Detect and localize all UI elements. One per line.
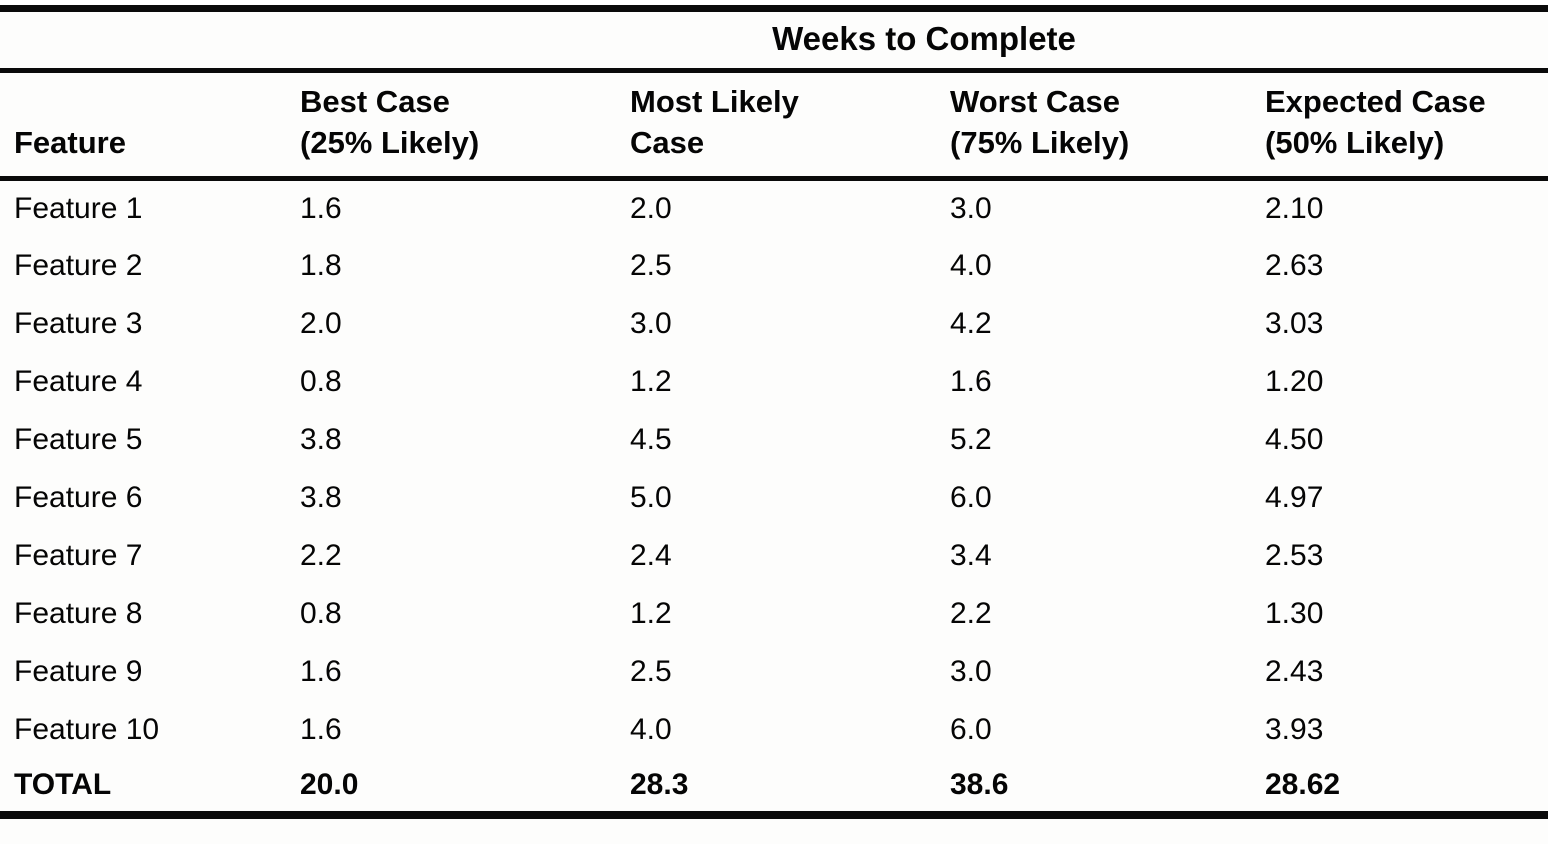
- cell-best-case: 3.8: [300, 422, 342, 456]
- table-row: Feature 3 2.0 3.0 4.2 3.03: [0, 295, 1548, 353]
- span-header-spacer: [0, 8, 300, 73]
- cell-best-case: 1.6: [300, 654, 342, 688]
- cell-best-case: 0.8: [300, 364, 342, 398]
- cell-feature: Feature 1: [14, 191, 143, 225]
- cell-worst-case: 4.0: [950, 248, 992, 282]
- cell-worst-case: 2.2: [950, 596, 992, 630]
- cell-best-case: 2.2: [300, 538, 342, 572]
- table-row: Feature 7 2.2 2.4 3.4 2.53: [0, 527, 1548, 585]
- cell-most-likely: 5.0: [630, 480, 672, 514]
- cell-feature: TOTAL: [14, 767, 112, 801]
- cell-feature: Feature 8: [14, 596, 143, 630]
- cell-worst-case: 5.2: [950, 422, 992, 456]
- cell-worst-case: 6.0: [950, 480, 992, 514]
- cell-expected-case: 28.62: [1265, 767, 1341, 801]
- cell-worst-case: 6.0: [950, 712, 992, 746]
- cell-feature: Feature 9: [14, 654, 143, 688]
- cell-most-likely: 2.0: [630, 191, 672, 225]
- cell-feature: Feature 5: [14, 422, 143, 456]
- cell-best-case: 1.6: [300, 191, 342, 225]
- cell-feature: Feature 4: [14, 364, 143, 398]
- cell-feature: Feature 3: [14, 306, 143, 340]
- cell-best-case: 0.8: [300, 596, 342, 630]
- cell-most-likely: 2.5: [630, 654, 672, 688]
- cell-most-likely: 28.3: [630, 767, 689, 801]
- col-header-feature: Feature: [0, 70, 300, 181]
- cell-worst-case: 1.6: [950, 364, 992, 398]
- cell-expected-case: 1.30: [1265, 596, 1324, 630]
- table-row: Feature 6 3.8 5.0 6.0 4.97: [0, 469, 1548, 527]
- column-header-row: Feature Best Case (25% Likely) Most Like…: [0, 70, 1548, 181]
- span-header-weeks-to-complete: Weeks to Complete: [300, 8, 1548, 73]
- table-row: Feature 2 1.8 2.5 4.0 2.63: [0, 237, 1548, 295]
- cell-most-likely: 1.2: [630, 364, 672, 398]
- cell-most-likely: 2.4: [630, 538, 672, 572]
- table-row: Feature 5 3.8 4.5 5.2 4.50: [0, 411, 1548, 469]
- col-header-expected-case: Expected Case (50% Likely): [1265, 70, 1548, 181]
- col-header-best-case: Best Case (25% Likely): [300, 70, 630, 181]
- cell-feature: Feature 7: [14, 538, 143, 572]
- col-header-most-likely: Most Likely Case: [630, 70, 950, 181]
- cell-expected-case: 2.63: [1265, 248, 1324, 282]
- span-header-row: Weeks to Complete: [0, 8, 1548, 73]
- cell-expected-case: 4.97: [1265, 480, 1324, 514]
- cell-expected-case: 2.43: [1265, 654, 1324, 688]
- cell-most-likely: 4.5: [630, 422, 672, 456]
- cell-expected-case: 3.03: [1265, 306, 1324, 340]
- table-row: Feature 4 0.8 1.2 1.6 1.20: [0, 353, 1548, 411]
- total-row: TOTAL 20.0 28.3 38.6 28.62: [0, 759, 1548, 815]
- estimation-table: Weeks to Complete Feature Best Case (25%…: [0, 5, 1548, 819]
- cell-expected-case: 4.50: [1265, 422, 1324, 456]
- cell-feature: Feature 6: [14, 480, 143, 514]
- cell-best-case: 2.0: [300, 306, 342, 340]
- cell-worst-case: 3.0: [950, 191, 992, 225]
- cell-best-case: 1.6: [300, 712, 342, 746]
- cell-expected-case: 2.10: [1265, 191, 1324, 225]
- cell-best-case: 3.8: [300, 480, 342, 514]
- cell-feature: Feature 10: [14, 712, 160, 746]
- table-row: Feature 1 1.6 2.0 3.0 2.10: [0, 179, 1548, 237]
- cell-best-case: 1.8: [300, 248, 342, 282]
- cell-most-likely: 3.0: [630, 306, 672, 340]
- table-row: Feature 8 0.8 1.2 2.2 1.30: [0, 585, 1548, 643]
- col-header-worst-case: Worst Case (75% Likely): [950, 70, 1265, 181]
- table-body: Feature 1 1.6 2.0 3.0 2.10 Feature 2 1.8 2.5 4.0…: [0, 179, 1548, 815]
- cell-expected-case: 2.53: [1265, 538, 1324, 572]
- cell-worst-case: 38.6: [950, 767, 1009, 801]
- table-row: Feature 9 1.6 2.5 3.0 2.43: [0, 643, 1548, 701]
- cell-most-likely: 2.5: [630, 248, 672, 282]
- cell-most-likely: 4.0: [630, 712, 672, 746]
- scanned-document-page: Weeks to Complete Feature Best Case (25%…: [0, 5, 1548, 844]
- cell-expected-case: 1.20: [1265, 364, 1324, 398]
- cell-worst-case: 3.4: [950, 538, 992, 572]
- cell-expected-case: 3.93: [1265, 712, 1324, 746]
- cell-most-likely: 1.2: [630, 596, 672, 630]
- cell-feature: Feature 2: [14, 248, 143, 282]
- cell-best-case: 20.0: [300, 767, 359, 801]
- table-row: Feature 10 1.6 4.0 6.0 3.93: [0, 701, 1548, 759]
- cell-worst-case: 3.0: [950, 654, 992, 688]
- cell-worst-case: 4.2: [950, 306, 992, 340]
